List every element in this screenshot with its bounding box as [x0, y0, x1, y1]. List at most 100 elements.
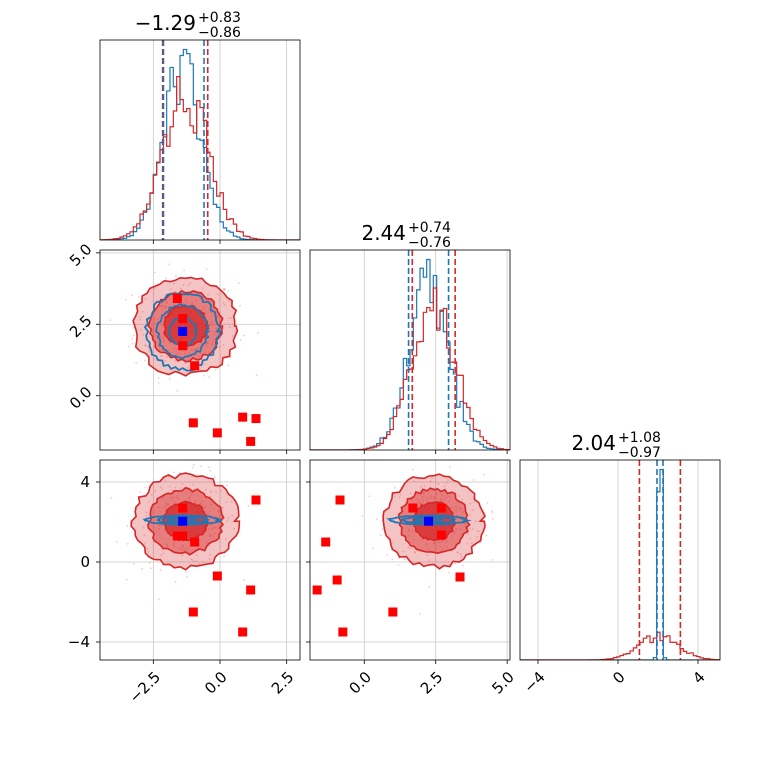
sample-point: [461, 499, 464, 501]
sample-point: [229, 326, 231, 329]
sample-point: [446, 546, 448, 549]
contour-blue: [412, 517, 443, 523]
sample-point: [430, 495, 433, 498]
sample-point: [476, 536, 478, 538]
sample-point: [196, 495, 199, 497]
sample-point: [153, 317, 156, 320]
title-plus: +1.08: [618, 430, 661, 446]
sample-point: [165, 355, 168, 358]
sample-point: [247, 504, 250, 507]
sample-point: [376, 518, 378, 521]
sample-point: [141, 567, 144, 570]
sample-point: [137, 296, 140, 298]
sample-point: [439, 498, 442, 501]
sample-point: [391, 558, 394, 561]
sample-point: [468, 528, 471, 530]
sample-point: [200, 503, 203, 506]
sample-point: [183, 269, 185, 272]
sample-point: [94, 297, 96, 299]
sample-point: [210, 320, 213, 323]
sample-point: [167, 475, 170, 478]
sample-point: [177, 351, 180, 354]
sample-point: [394, 486, 396, 489]
sample-point: [209, 322, 212, 325]
title-value: 2.44: [361, 221, 406, 245]
sample-point: [186, 548, 189, 551]
sample-point: [143, 543, 146, 545]
sample-point: [447, 479, 449, 481]
sample-point: [420, 538, 423, 541]
marker-blue: [178, 326, 188, 336]
sample-point: [175, 275, 177, 277]
marker-red: [408, 503, 418, 513]
sample-point: [217, 332, 220, 334]
sample-point: [222, 344, 225, 346]
sample-point: [195, 348, 197, 351]
y-tick-label: 0.0: [66, 383, 96, 413]
sample-point: [150, 493, 153, 496]
x-tick-label: 4: [689, 668, 708, 687]
sample-point: [144, 486, 147, 489]
sample-point: [232, 527, 235, 530]
sample-point: [209, 534, 212, 536]
marker-red: [178, 341, 188, 351]
sample-point: [407, 530, 410, 532]
sample-point: [434, 542, 436, 544]
sample-point: [429, 497, 432, 500]
sample-point: [158, 524, 161, 527]
sample-point: [386, 554, 388, 556]
sample-point: [425, 542, 428, 545]
sample-point: [511, 502, 513, 504]
sample-point: [228, 317, 230, 320]
sample-point: [407, 534, 410, 537]
sample-point: [159, 486, 162, 489]
sample-point: [180, 546, 183, 549]
sample-point: [125, 578, 128, 581]
sample-point: [173, 471, 175, 474]
sample-point: [115, 541, 118, 543]
sample-point: [231, 514, 234, 517]
panel-frame-3-1: [99, 459, 301, 661]
sample-point: [413, 550, 416, 553]
sample-point: [143, 359, 146, 362]
sample-point: [399, 493, 402, 496]
sample-point: [130, 294, 133, 297]
sample-point: [475, 520, 477, 523]
sample-point: [110, 497, 113, 499]
sample-point: [439, 545, 442, 548]
sample-point: [210, 503, 212, 506]
sample-point: [131, 338, 133, 340]
sample-point: [491, 558, 494, 561]
sample-point: [445, 495, 448, 498]
sample-point: [174, 360, 177, 362]
sample-point: [174, 580, 177, 583]
sample-point: [209, 491, 212, 493]
sample-point: [427, 548, 430, 551]
sample-point: [202, 306, 205, 309]
sample-point: [227, 516, 229, 519]
sample-point: [176, 497, 179, 499]
sample-point: [192, 464, 195, 466]
marker-blue: [178, 516, 188, 526]
histogram-blue: [520, 468, 720, 660]
sample-point: [174, 486, 177, 489]
sample-point: [485, 534, 488, 537]
sample-point: [379, 534, 382, 537]
sample-point: [190, 494, 193, 497]
sample-point: [213, 476, 216, 479]
contour-blue: [155, 303, 210, 360]
sample-point: [452, 532, 455, 535]
sample-point: [208, 544, 211, 547]
panel-frame-3-2: [309, 459, 511, 661]
sample-point: [165, 277, 168, 280]
sample-point: [448, 500, 450, 503]
sample-point: [444, 541, 447, 544]
y-tick-label: 4: [80, 473, 90, 491]
sample-point: [160, 355, 163, 358]
sample-point: [212, 308, 215, 310]
sample-point: [203, 363, 206, 365]
sample-point: [204, 488, 207, 491]
sample-point: [132, 562, 135, 565]
sample-point: [424, 544, 427, 547]
sample-point: [482, 473, 485, 476]
